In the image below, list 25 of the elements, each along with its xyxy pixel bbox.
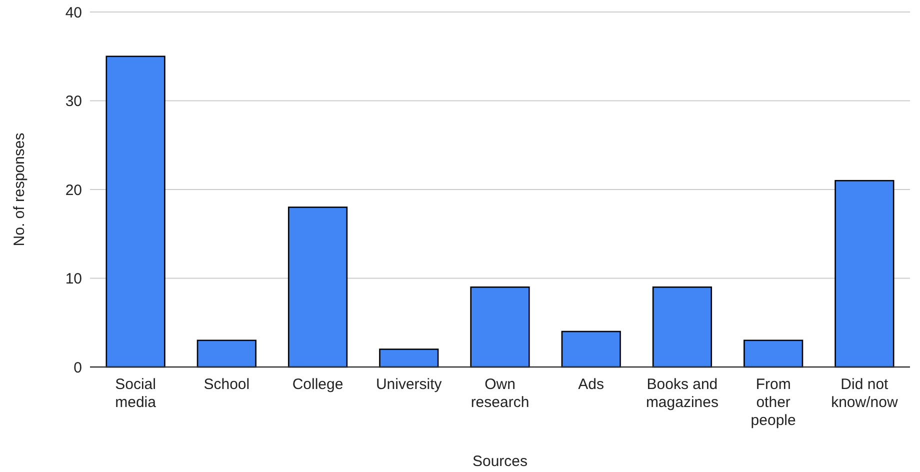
bar bbox=[379, 348, 439, 368]
bar bbox=[288, 206, 348, 368]
x-tick-label: University bbox=[376, 376, 442, 393]
bar bbox=[470, 286, 530, 368]
x-tick-label: Did not know/now bbox=[831, 376, 898, 411]
x-tick-label: School bbox=[204, 376, 250, 393]
y-tick-label: 20 bbox=[65, 182, 82, 199]
x-tick-label: From other people bbox=[750, 376, 796, 429]
x-tick-label: Social media bbox=[115, 376, 157, 411]
x-tick-label: Books and magazines bbox=[646, 376, 718, 411]
x-axis-title: Sources bbox=[472, 453, 528, 470]
x-tick-label: Own research bbox=[470, 376, 530, 411]
bar bbox=[834, 180, 894, 368]
y-tick-label: 40 bbox=[65, 4, 82, 22]
bar bbox=[561, 330, 621, 368]
bar bbox=[196, 340, 256, 368]
bar bbox=[106, 56, 166, 368]
y-tick-label: 10 bbox=[65, 270, 82, 288]
y-axis-title: No. of responses bbox=[11, 132, 28, 246]
x-tick-label: Ads bbox=[578, 376, 604, 393]
bar bbox=[652, 286, 712, 368]
bar bbox=[744, 340, 804, 368]
y-tick-label: 0 bbox=[74, 359, 82, 376]
y-tick-label: 30 bbox=[65, 93, 82, 110]
x-tick-label: College bbox=[292, 376, 344, 393]
